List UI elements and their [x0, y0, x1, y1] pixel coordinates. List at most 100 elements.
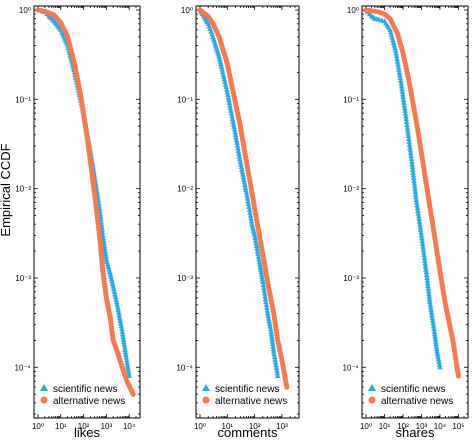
data-point — [113, 299, 120, 305]
data-point — [415, 213, 422, 219]
data-point — [432, 338, 439, 344]
data-point — [421, 255, 428, 261]
data-point — [274, 367, 280, 373]
data-point — [405, 130, 411, 136]
data-point — [413, 199, 420, 205]
data-point — [436, 361, 443, 367]
data-point — [225, 94, 232, 100]
data-point — [421, 252, 427, 258]
data-point — [387, 29, 394, 35]
data-point — [407, 144, 413, 150]
data-point — [122, 349, 129, 355]
data-point — [240, 171, 246, 177]
data-point — [431, 331, 438, 337]
data-point — [254, 248, 261, 254]
data-point — [110, 286, 117, 292]
data-point — [121, 344, 128, 350]
data-point — [401, 99, 407, 105]
legend-label: scientific news — [381, 384, 445, 395]
data-point — [409, 166, 416, 172]
data-point — [398, 80, 404, 86]
data-point — [433, 341, 439, 347]
data-point — [396, 69, 403, 75]
data-point — [120, 333, 126, 339]
data-point — [243, 187, 249, 193]
data-point — [412, 186, 418, 192]
data-point — [429, 315, 436, 321]
data-point — [257, 261, 263, 267]
x-tick-label: 10² — [78, 422, 90, 431]
data-point — [401, 102, 408, 108]
data-point — [240, 174, 247, 180]
data-point — [390, 37, 396, 43]
data-point — [409, 164, 416, 170]
data-point — [434, 351, 441, 357]
data-point — [238, 163, 245, 169]
data-point — [236, 150, 242, 156]
data-point — [433, 346, 440, 352]
data-point — [115, 309, 122, 315]
data-point — [387, 26, 393, 32]
data-point — [245, 201, 252, 207]
data-point — [391, 42, 398, 48]
panels: 10⁰ 10¹ 10² 10³ 10⁴ 10⁰ 10⁻¹ 10⁻² 10⁻³ 10⁻⁴ likes s… — [14, 5, 469, 440]
data-point — [227, 102, 233, 108]
data-point — [242, 184, 249, 190]
data-point — [119, 328, 126, 334]
data-point — [435, 356, 442, 362]
data-point — [412, 188, 419, 194]
data-point — [264, 304, 270, 310]
data-point — [424, 277, 431, 283]
data-point — [112, 291, 118, 297]
series-scientific — [197, 7, 281, 378]
data-point — [417, 224, 424, 230]
y-tick-label: 10⁻² — [177, 185, 193, 194]
data-point — [223, 86, 230, 92]
data-point — [436, 359, 442, 365]
x-tick-label: 10¹ — [55, 422, 67, 431]
data-point — [263, 301, 270, 307]
data-point — [229, 113, 235, 119]
data-point — [111, 288, 118, 294]
legend-triangle-icon — [368, 384, 376, 391]
plot-frame — [33, 5, 141, 419]
data-point — [397, 75, 404, 81]
data-point — [427, 299, 433, 305]
data-point — [116, 312, 123, 318]
y-tick-label: 10⁰ — [19, 6, 31, 15]
data-point — [413, 197, 420, 203]
data-point — [220, 74, 227, 80]
data-point — [397, 77, 404, 83]
data-point — [266, 320, 273, 326]
data-point — [252, 237, 259, 243]
legend-label: alternative news — [53, 396, 125, 407]
data-point — [108, 273, 114, 279]
data-point — [257, 264, 264, 270]
plot-frame — [195, 5, 300, 419]
data-point — [272, 356, 278, 362]
data-point — [432, 336, 439, 342]
data-point — [125, 365, 131, 371]
data-point — [230, 118, 236, 124]
data-point — [233, 134, 239, 140]
data-point — [231, 126, 238, 132]
data-point — [420, 246, 427, 252]
x-tick-label: 10³ — [276, 422, 288, 431]
data-point — [113, 296, 119, 302]
legend-circle-icon — [40, 396, 48, 404]
data-point — [389, 34, 395, 40]
y-tick-label: 10⁻⁴ — [342, 363, 359, 372]
data-point — [272, 359, 279, 365]
data-point — [406, 138, 412, 144]
data-point — [415, 210, 422, 216]
data-point — [429, 317, 436, 323]
data-point — [221, 76, 228, 82]
data-point — [101, 245, 108, 251]
data-point — [417, 221, 423, 227]
data-point — [422, 260, 428, 266]
data-point — [403, 116, 410, 122]
data-point — [218, 63, 225, 69]
x-tick-label: 10² — [249, 422, 261, 431]
x-tick-label: 10⁵ — [452, 422, 464, 431]
